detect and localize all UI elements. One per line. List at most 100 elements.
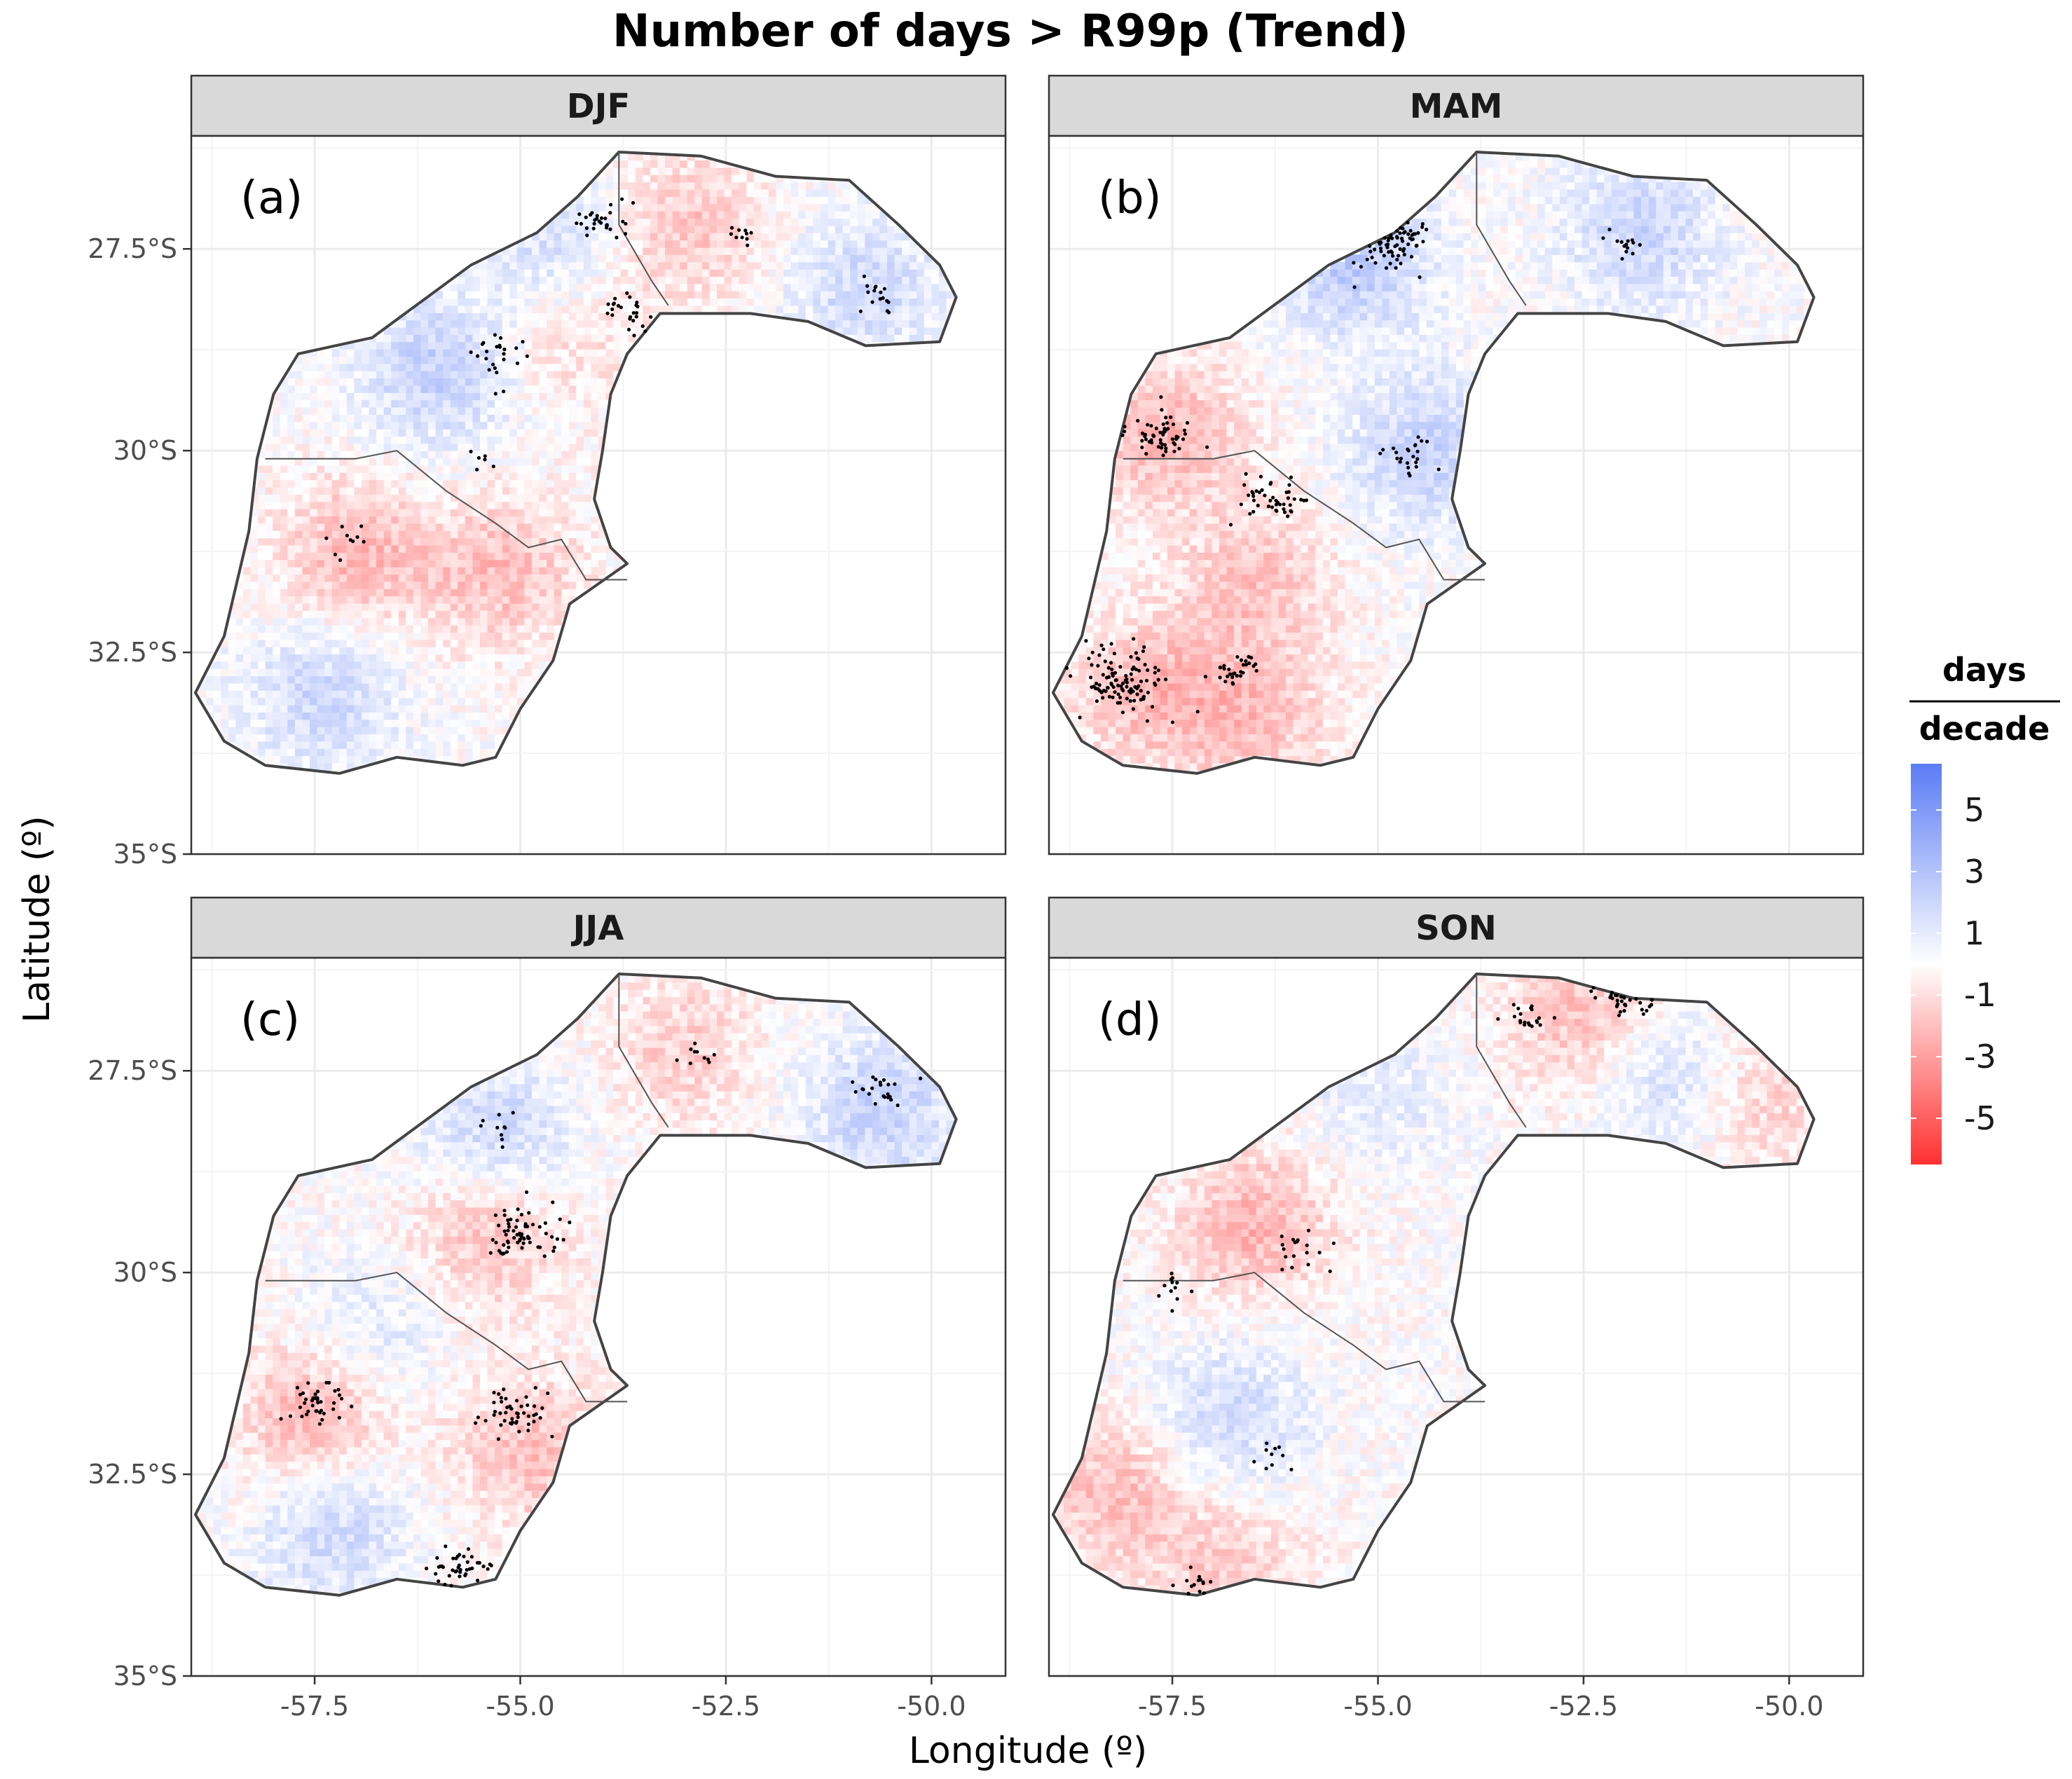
heatmap-cell	[531, 247, 540, 255]
heatmap-cell	[435, 436, 444, 444]
heatmap-cell	[302, 509, 310, 517]
heatmap-cell	[539, 516, 547, 524]
heatmap-cell	[413, 487, 422, 495]
heatmap-cell	[480, 494, 488, 502]
heatmap-cell	[583, 378, 592, 386]
heatmap-cell	[450, 516, 458, 524]
heatmap-cell	[872, 225, 881, 233]
heatmap-cell	[1182, 487, 1191, 495]
heatmap-cell	[887, 218, 896, 226]
heatmap-cell	[1093, 596, 1102, 604]
heatmap-cell	[354, 668, 362, 677]
heatmap-cell	[1174, 661, 1183, 669]
heatmap-cell	[413, 690, 422, 699]
heatmap-cell	[339, 479, 348, 488]
heatmap-cell	[310, 632, 318, 640]
heatmap-cell	[813, 218, 821, 226]
heatmap-cell	[458, 632, 466, 640]
heatmap-cell	[1182, 559, 1191, 568]
heatmap-cell	[739, 181, 747, 190]
heatmap-cell	[769, 225, 777, 233]
heatmap-cell	[324, 712, 333, 720]
heatmap-cell	[605, 385, 614, 393]
heatmap-cell	[480, 414, 488, 423]
heatmap-cell	[383, 501, 392, 509]
heatmap-cell	[568, 451, 577, 459]
heatmap-cell	[1167, 378, 1176, 386]
heatmap-cell	[1174, 712, 1183, 720]
heatmap-cell	[620, 211, 629, 219]
heatmap-cell	[502, 494, 510, 502]
heatmap-cell	[583, 567, 592, 575]
heatmap-cell	[576, 233, 584, 241]
heatmap-cell	[1182, 704, 1191, 713]
heatmap-cell	[694, 254, 703, 263]
heatmap-cell	[258, 639, 266, 647]
heatmap-cell	[1116, 581, 1124, 589]
heatmap-cell	[887, 276, 896, 284]
heatmap-cell	[428, 349, 437, 357]
heatmap-cell	[554, 240, 562, 248]
heatmap-cell	[643, 247, 651, 255]
heatmap-cell	[369, 421, 377, 430]
heatmap-cell	[1085, 647, 1094, 654]
heatmap-cell	[465, 509, 474, 517]
heatmap-cell	[576, 443, 584, 451]
heatmap-cell	[850, 218, 858, 226]
heatmap-cell	[1093, 647, 1102, 654]
heatmap-cell	[428, 712, 437, 720]
heatmap-cell	[428, 654, 437, 662]
heatmap-cell	[1160, 661, 1168, 669]
heatmap-cell	[280, 385, 288, 393]
heatmap-cell	[1197, 356, 1205, 364]
heatmap-cell	[524, 458, 533, 466]
heatmap-cell	[280, 668, 288, 677]
heatmap-cell	[458, 378, 466, 386]
heatmap-cell	[413, 305, 422, 313]
significance-dot	[628, 295, 632, 299]
heatmap-cell	[472, 378, 481, 386]
heatmap-cell	[902, 305, 910, 313]
heatmap-cell	[458, 552, 466, 561]
heatmap-cell	[798, 203, 807, 212]
heatmap-cell	[516, 349, 525, 357]
heatmap-cell	[354, 407, 362, 415]
heatmap-cell	[324, 479, 333, 488]
heatmap-cell	[280, 465, 288, 473]
heatmap-cell	[354, 509, 362, 517]
heatmap-cell	[547, 617, 555, 626]
heatmap-cell	[280, 589, 288, 597]
heatmap-cell	[709, 247, 718, 255]
heatmap-cell	[828, 291, 836, 299]
heatmap-cell	[287, 494, 296, 502]
heatmap-cell	[613, 261, 622, 270]
heatmap-cell	[406, 552, 414, 561]
heatmap-cell	[1137, 668, 1146, 677]
heatmap-cell	[391, 465, 399, 473]
heatmap-cell	[317, 458, 325, 466]
heatmap-cell	[310, 661, 318, 669]
heatmap-cell	[657, 261, 666, 270]
heatmap-cell	[850, 320, 858, 328]
heatmap-cell	[398, 712, 406, 720]
heatmap-cell	[480, 399, 488, 408]
heatmap-cell	[287, 414, 296, 423]
heatmap-cell	[428, 421, 437, 430]
heatmap-cell	[769, 181, 777, 190]
significance-dot	[610, 313, 615, 317]
heatmap-cell	[383, 530, 392, 539]
heatmap-cell	[753, 218, 762, 226]
heatmap-cell	[583, 349, 592, 357]
heatmap-cell	[790, 189, 799, 197]
heatmap-cell	[265, 559, 273, 568]
heatmap-cell	[746, 298, 755, 306]
heatmap-cell	[391, 392, 399, 401]
heatmap-cell	[280, 610, 288, 619]
heatmap-cell	[1167, 697, 1176, 706]
heatmap-cell	[591, 436, 599, 444]
heatmap-cell	[1167, 682, 1176, 691]
heatmap-cell	[420, 654, 429, 662]
heatmap-cell	[495, 429, 503, 437]
heatmap-cell	[294, 494, 303, 502]
heatmap-cell	[724, 181, 732, 190]
